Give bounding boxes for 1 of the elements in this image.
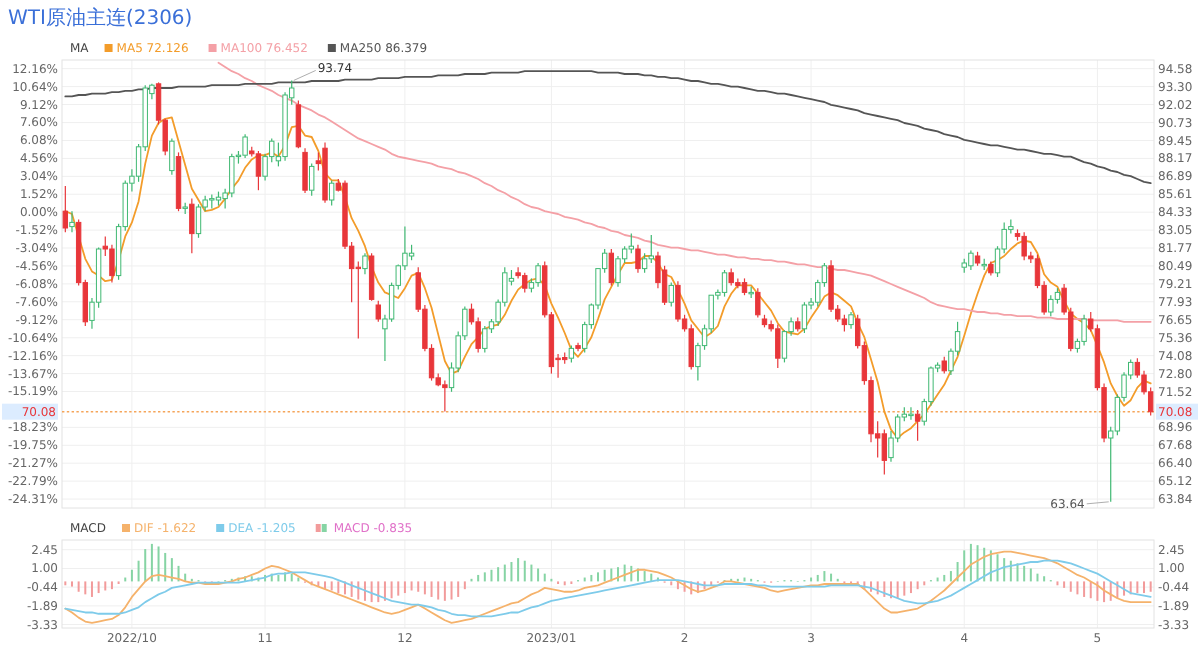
chart-title: WTI原油主连(2306) (8, 6, 193, 30)
